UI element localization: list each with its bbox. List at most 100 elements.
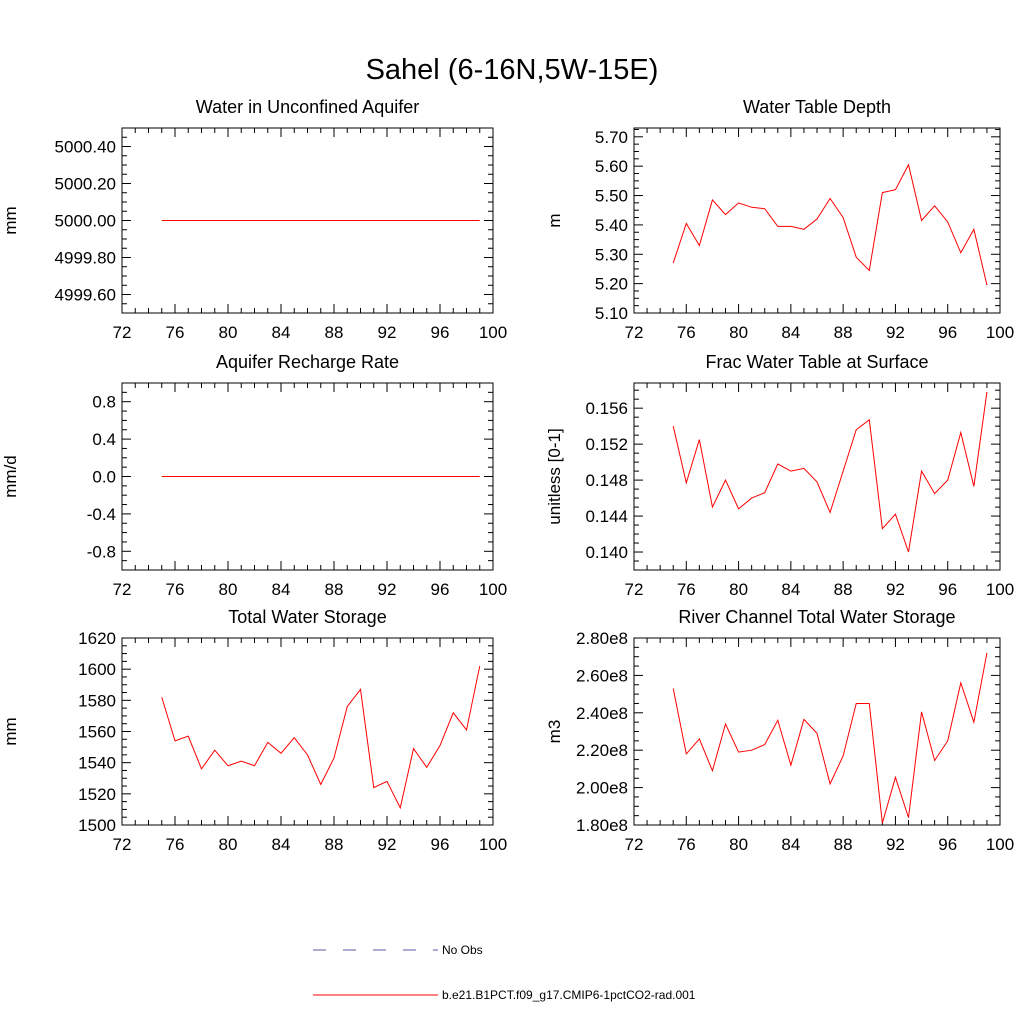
y-axis-label: m [545, 213, 564, 227]
y-tick-label: 1560 [78, 723, 116, 742]
y-tick-label: 4999.80 [55, 249, 116, 268]
x-tick-label: 88 [325, 323, 344, 342]
x-tick-label: 88 [834, 323, 853, 342]
x-tick-label: 72 [113, 835, 132, 854]
x-tick-label: 80 [729, 580, 748, 599]
x-tick-label: 96 [938, 323, 957, 342]
x-tick-label: 100 [986, 580, 1014, 599]
x-tick-label: 84 [272, 835, 291, 854]
y-tick-label: 0.8 [92, 393, 116, 412]
plot-frame [633, 637, 1001, 826]
y-tick-label: 0.148 [585, 471, 628, 490]
x-tick-label: 92 [378, 323, 397, 342]
y-tick-label: 5.30 [595, 245, 628, 264]
panel-title: Aquifer Recharge Rate [216, 352, 399, 372]
x-tick-label: 92 [378, 835, 397, 854]
panel-title: Water in Unconfined Aquifer [196, 97, 419, 117]
x-tick-label: 80 [729, 323, 748, 342]
panel-total-water-storage: Total Water Storage 72 76 80 84 88 92 96 100 1500… [1, 607, 507, 854]
x-tick-label: 84 [272, 580, 291, 599]
x-tick-label: 72 [625, 323, 644, 342]
panel-frac-water-table-at-surface: Frac Water Table at Surface 72 76 80 84 88 92 9… [545, 352, 1014, 599]
plot-frame [121, 637, 494, 826]
x-tick-label: 72 [113, 580, 132, 599]
y-tick-label: 1540 [78, 754, 116, 773]
panel-water-in-unconfined-aquifer: Water in Unconfined Aquifer 72 76 80 84 88 92 9… [1, 97, 507, 342]
x-tick-label: 92 [886, 580, 905, 599]
x-tick-label: 76 [166, 580, 185, 599]
x-tick-label: 88 [325, 580, 344, 599]
x-tick-label: 92 [886, 323, 905, 342]
x-tick-label: 76 [166, 835, 185, 854]
x-tick-label: 72 [625, 835, 644, 854]
x-tick-label: 100 [479, 835, 507, 854]
panel-title: Frac Water Table at Surface [705, 352, 928, 372]
x-tick-label: 88 [834, 580, 853, 599]
x-tick-label: 96 [431, 323, 450, 342]
y-axis-label: mm [1, 206, 20, 234]
y-axis-label: mm [1, 717, 20, 745]
x-tick-label: 84 [781, 835, 800, 854]
y-tick-label: -0.4 [87, 505, 116, 524]
x-tick-label: 72 [113, 323, 132, 342]
y-tick-label: 5.50 [595, 187, 628, 206]
x-tick-label: 80 [219, 323, 238, 342]
y-tick-label: 2.40e8 [576, 704, 628, 723]
series-line [161, 665, 481, 810]
series-line [672, 163, 988, 286]
x-tick-label: 96 [938, 580, 957, 599]
y-axis-label: unitless [0-1] [545, 428, 564, 524]
y-tick-label: 0.152 [585, 435, 628, 454]
x-tick-label: 100 [479, 580, 507, 599]
x-tick-label: 84 [781, 580, 800, 599]
y-tick-label: 2.60e8 [576, 666, 628, 685]
panel-water-table-depth: Water Table Depth 72 76 80 84 88 92 96 100 5.10 5.… [545, 97, 1014, 342]
x-tick-label: 96 [431, 835, 450, 854]
y-tick-label: 0.144 [585, 507, 628, 526]
panel-title: Water Table Depth [743, 97, 891, 117]
x-tick-label: 72 [625, 580, 644, 599]
y-tick-label: 5.10 [595, 304, 628, 323]
y-tick-label: 1.80e8 [576, 816, 628, 835]
panel-title: River Channel Total Water Storage [678, 607, 955, 627]
legend-label-no-obs: No Obs [442, 943, 483, 957]
x-tick-label: 84 [272, 323, 291, 342]
legend-label-model-run: b.e21.B1PCT.f09_g17.CMIP6-1pctCO2-rad.00… [442, 988, 696, 1002]
y-tick-label: 5000.20 [55, 175, 116, 194]
panel-title: Total Water Storage [228, 607, 386, 627]
y-tick-label: 1500 [78, 816, 116, 835]
y-tick-label: 5.20 [595, 275, 628, 294]
x-tick-label: 76 [677, 323, 696, 342]
plot-frame [633, 382, 1001, 571]
x-tick-label: 96 [431, 580, 450, 599]
y-tick-label: 1600 [78, 660, 116, 679]
series-line [672, 391, 988, 553]
y-axis-label: m3 [545, 720, 564, 744]
panel-river-channel-total-water-storage: River Channel Total Water Storage 72 76 80 8… [545, 607, 1014, 854]
panels-group: Water in Unconfined Aquifer 72 76 80 84 88 92 9… [1, 97, 1014, 854]
y-tick-label: 5000.00 [55, 212, 116, 231]
x-tick-label: 92 [378, 580, 397, 599]
y-tick-label: 1580 [78, 691, 116, 710]
legend: No Obs b.e21.B1PCT.f09_g17.CMIP6-1pctCO2… [313, 943, 696, 1002]
x-tick-label: 92 [886, 835, 905, 854]
y-tick-label: 5000.40 [55, 138, 116, 157]
y-tick-label: 2.00e8 [576, 779, 628, 798]
x-tick-label: 84 [781, 323, 800, 342]
x-tick-label: 76 [166, 323, 185, 342]
x-tick-label: 80 [729, 835, 748, 854]
y-tick-label: 5.40 [595, 216, 628, 235]
x-tick-label: 80 [219, 835, 238, 854]
x-tick-label: 96 [938, 835, 957, 854]
y-axis-label: mm/d [1, 455, 20, 498]
y-tick-label: 0.140 [585, 543, 628, 562]
y-tick-label: 2.20e8 [576, 741, 628, 760]
y-tick-label: 0.156 [585, 399, 628, 418]
x-tick-label: 88 [325, 835, 344, 854]
y-tick-label: 0.0 [92, 468, 116, 487]
y-tick-label: 2.80e8 [576, 629, 628, 648]
y-tick-label: -0.8 [87, 542, 116, 561]
x-tick-label: 100 [479, 323, 507, 342]
y-tick-label: 0.4 [92, 430, 116, 449]
